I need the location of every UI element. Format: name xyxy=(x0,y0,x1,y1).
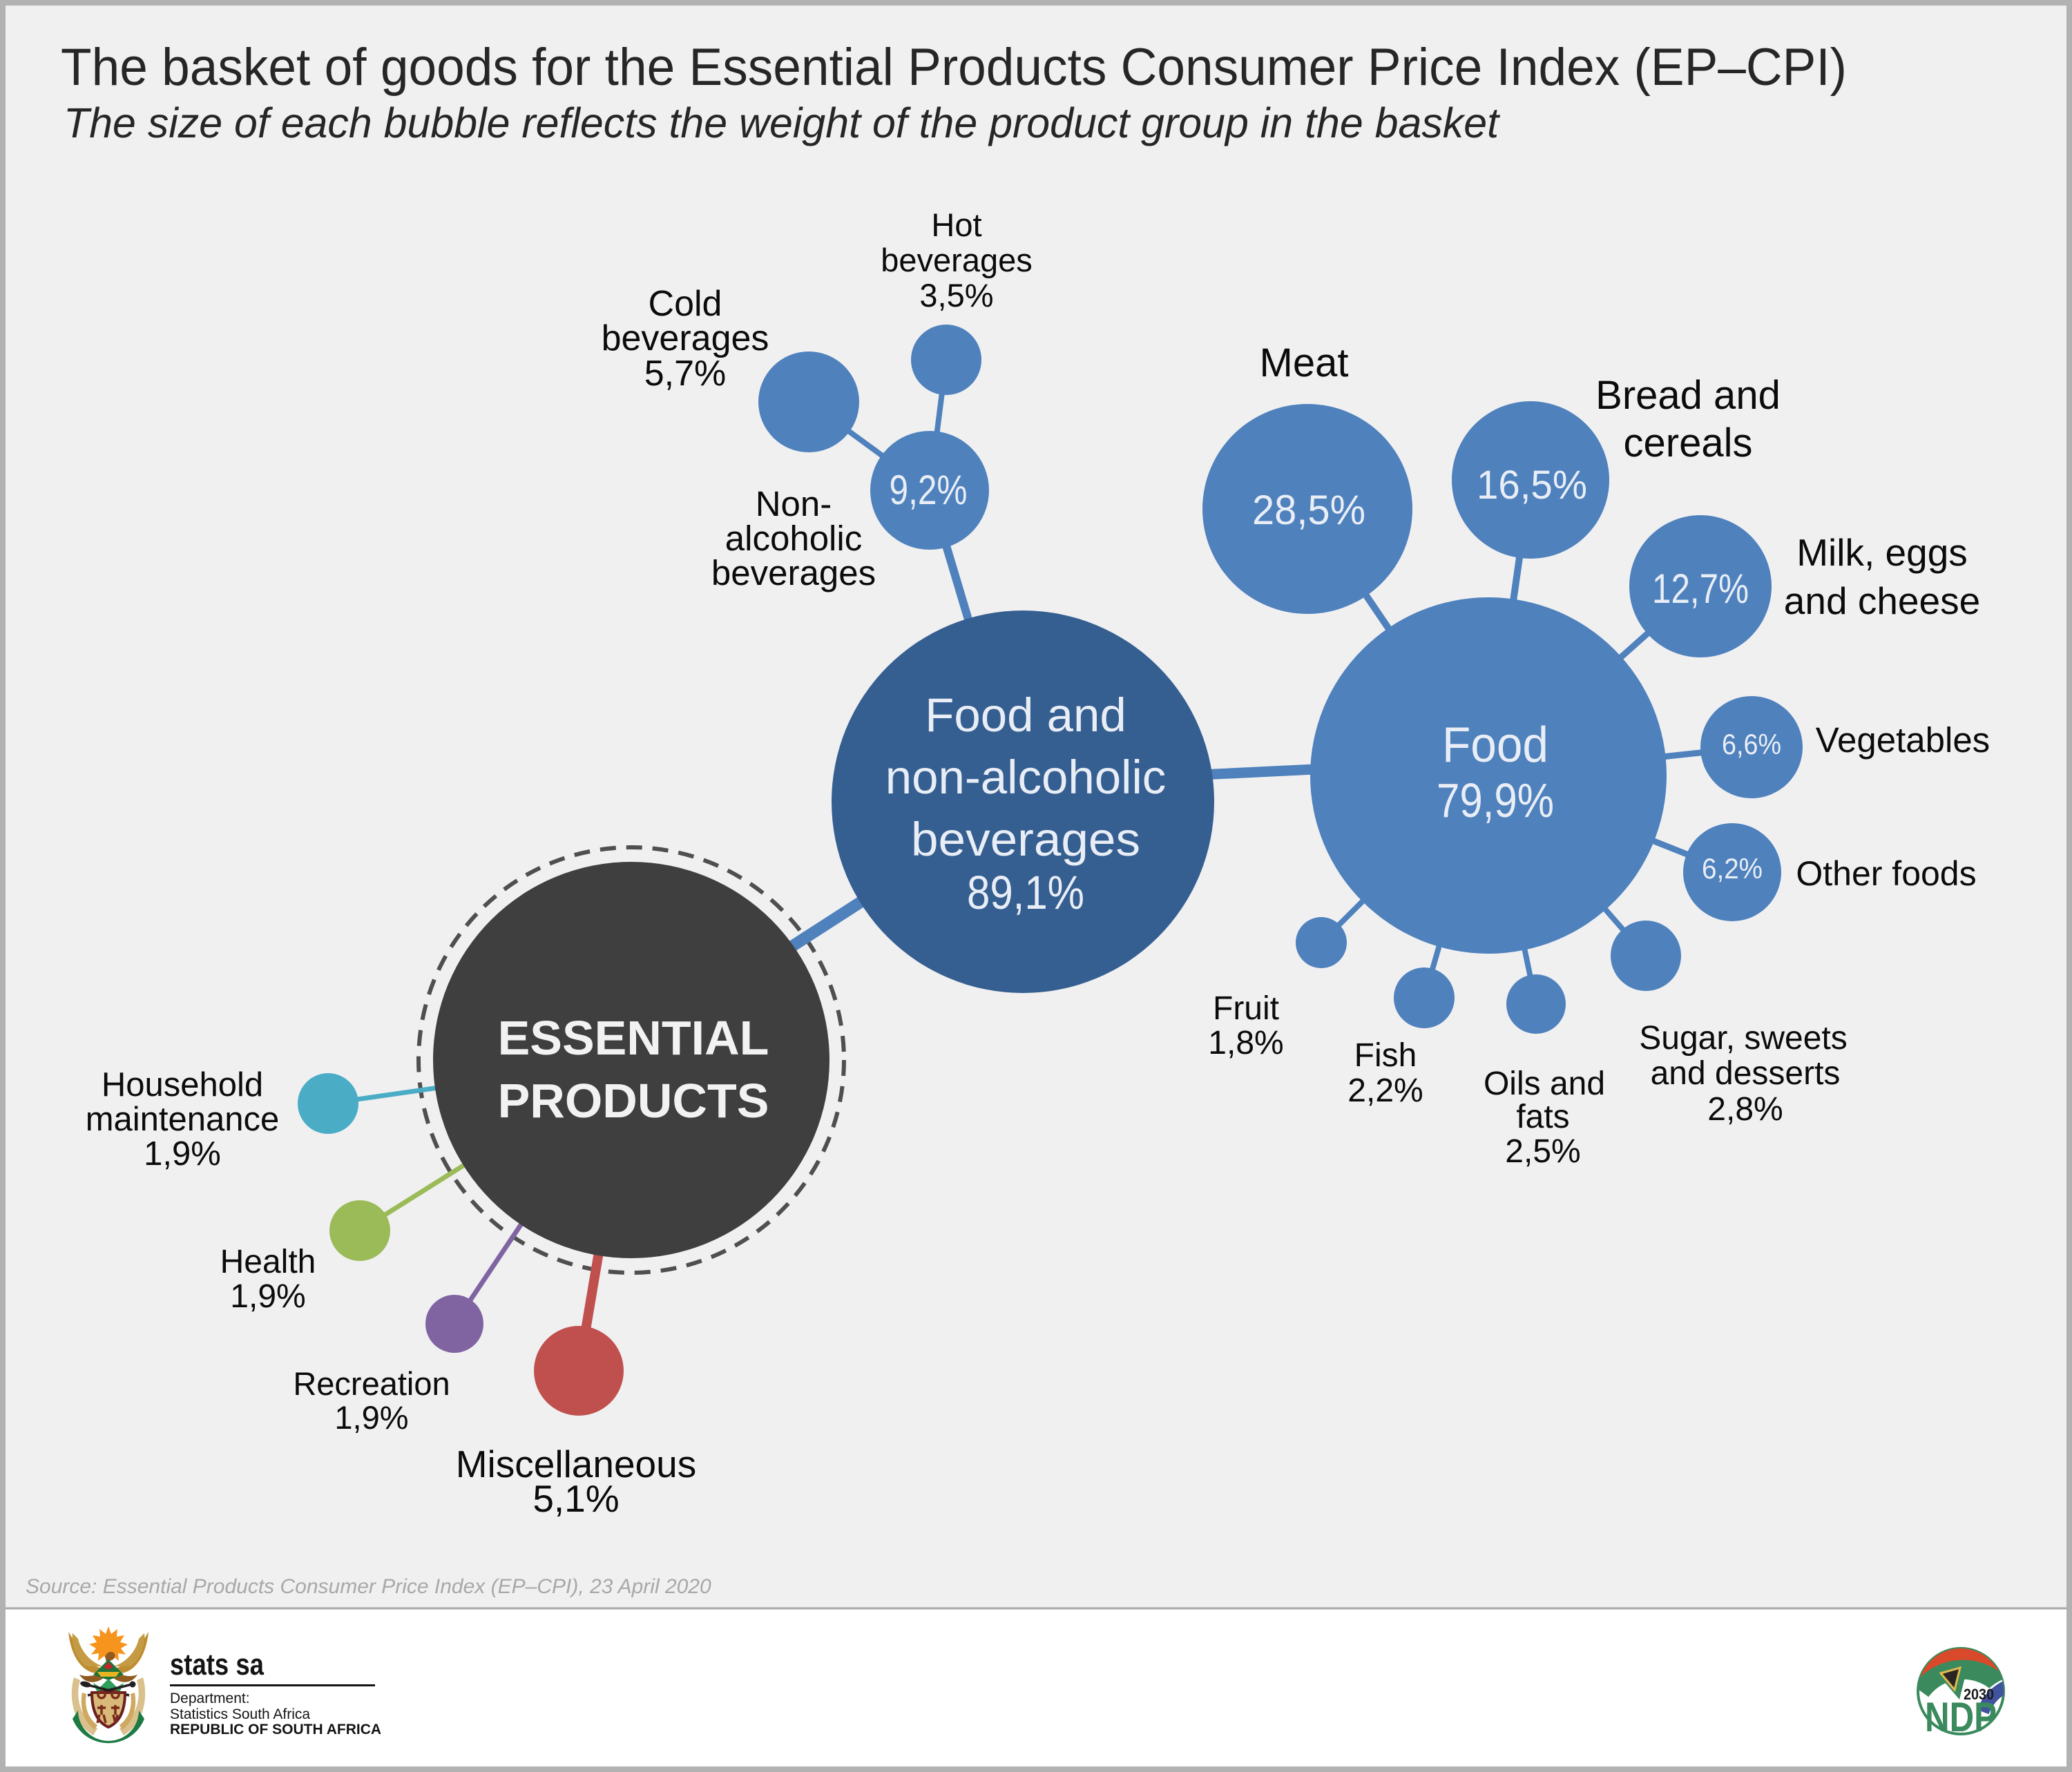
svg-text:Oils and: Oils and xyxy=(1484,1066,1605,1102)
svg-text:89,1%: 89,1% xyxy=(967,866,1084,919)
svg-text:1,8%: 1,8% xyxy=(1208,1025,1283,1061)
svg-text:1,9%: 1,9% xyxy=(144,1135,221,1173)
svg-text:beverages: beverages xyxy=(602,318,769,358)
svg-text:Bread and: Bread and xyxy=(1595,373,1781,418)
svg-text:6,6%: 6,6% xyxy=(1722,728,1781,760)
svg-text:beverages: beverages xyxy=(881,242,1033,278)
svg-text:Non-: Non- xyxy=(756,484,832,523)
svg-text:3,5%: 3,5% xyxy=(919,277,993,314)
svg-text:fats: fats xyxy=(1516,1099,1569,1135)
svg-text:Food and: Food and xyxy=(925,688,1126,742)
svg-text:beverages: beverages xyxy=(711,553,876,593)
svg-text:Department:: Department: xyxy=(170,1691,250,1706)
svg-text:Miscellaneous: Miscellaneous xyxy=(456,1443,697,1485)
svg-text:Cold: Cold xyxy=(649,284,722,324)
svg-text:2,2%: 2,2% xyxy=(1347,1072,1423,1109)
svg-text:Health: Health xyxy=(220,1244,316,1280)
svg-text:beverages: beverages xyxy=(911,813,1140,866)
svg-text:cereals: cereals xyxy=(1624,421,1753,465)
svg-text:Source: Essential Products Con: Source: Essential Products Consumer Pric… xyxy=(26,1575,711,1598)
svg-text:16,5%: 16,5% xyxy=(1477,463,1587,508)
svg-text:Meat: Meat xyxy=(1260,340,1349,385)
svg-text:Hot: Hot xyxy=(931,206,981,243)
svg-text:REPUBLIC OF SOUTH AFRICA: REPUBLIC OF SOUTH AFRICA xyxy=(170,1722,381,1737)
svg-text:stats sa: stats sa xyxy=(170,1648,264,1682)
svg-text:Fish: Fish xyxy=(1354,1037,1417,1074)
svg-text:and desserts: and desserts xyxy=(1651,1055,1841,1092)
svg-text:PRODUCTS: PRODUCTS xyxy=(498,1074,769,1128)
svg-text:Food: Food xyxy=(1442,718,1548,773)
svg-text:Fruit: Fruit xyxy=(1213,990,1279,1027)
svg-text:2,5%: 2,5% xyxy=(1505,1133,1580,1170)
svg-text:12,7%: 12,7% xyxy=(1652,566,1749,612)
svg-text:Milk, eggs: Milk, eggs xyxy=(1796,531,1968,574)
svg-text:Household: Household xyxy=(102,1066,263,1104)
svg-text:2,8%: 2,8% xyxy=(1707,1091,1783,1128)
svg-text:Statistics South Africa: Statistics South Africa xyxy=(170,1706,310,1722)
svg-text:non-alcoholic: non-alcoholic xyxy=(885,751,1167,804)
svg-text:Vegetables: Vegetables xyxy=(1816,720,1990,760)
svg-text:2030: 2030 xyxy=(1964,1686,1994,1703)
svg-text:5,7%: 5,7% xyxy=(644,354,727,394)
svg-text:ESSENTIAL: ESSENTIAL xyxy=(498,1011,769,1065)
svg-text:5,1%: 5,1% xyxy=(533,1477,619,1520)
svg-text:Sugar, sweets: Sugar, sweets xyxy=(1639,1020,1848,1057)
svg-text:The basket of goods for the Es: The basket of goods for the Essential Pr… xyxy=(61,38,1847,97)
svg-text:Other foods: Other foods xyxy=(1796,854,1976,893)
svg-text:1,9%: 1,9% xyxy=(230,1278,305,1315)
svg-text:The size of each bubble reflec: The size of each bubble reflects the wei… xyxy=(64,99,1501,146)
svg-text:79,9%: 79,9% xyxy=(1437,773,1554,827)
svg-text:and cheese: and cheese xyxy=(1784,579,1980,622)
svg-text:6,2%: 6,2% xyxy=(1702,852,1763,885)
svg-text:alcoholic: alcoholic xyxy=(725,519,862,558)
svg-text:Recreation: Recreation xyxy=(293,1365,450,1402)
svg-text:1,9%: 1,9% xyxy=(334,1399,408,1436)
svg-text:9,2%: 9,2% xyxy=(890,467,968,513)
svg-text:maintenance: maintenance xyxy=(86,1101,280,1138)
svg-text:NDP: NDP xyxy=(1925,1694,1997,1740)
svg-text:28,5%: 28,5% xyxy=(1252,487,1365,533)
